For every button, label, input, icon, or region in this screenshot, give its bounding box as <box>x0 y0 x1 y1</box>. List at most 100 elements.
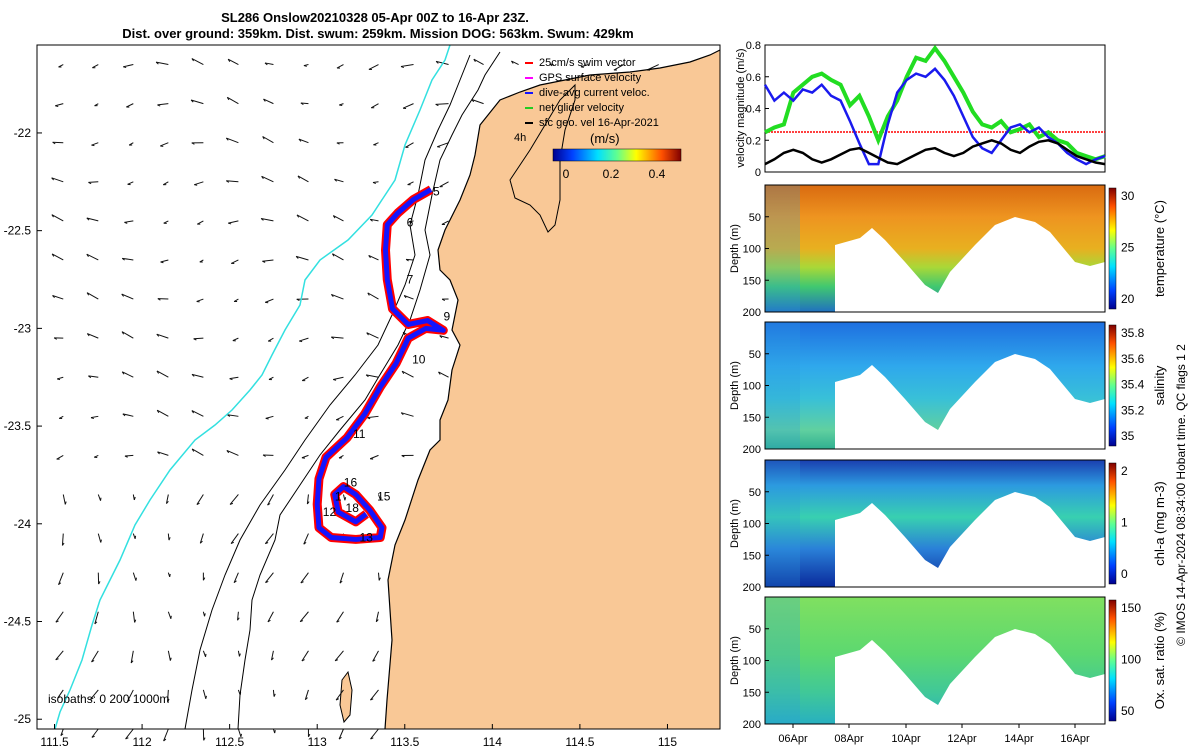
velocity-arrow <box>121 293 134 300</box>
title-line-1: SL286 Onslow20210328 05-Apr 00Z to 16-Ap… <box>221 10 529 25</box>
velocity-arrow-head <box>133 496 136 501</box>
velocity-arrow-head <box>191 448 195 452</box>
velocity-arrow <box>122 371 134 378</box>
velocity-arrow <box>237 611 239 621</box>
velocity-arrow <box>368 255 379 261</box>
velocity-arrow <box>407 181 414 186</box>
map-ytick-label: -24 <box>14 517 32 531</box>
velocity-arrow <box>406 258 414 261</box>
velocity-arrow <box>511 60 519 65</box>
velocity-arrow <box>125 728 134 740</box>
section-ylabel: Depth (m) <box>729 224 741 273</box>
velocity-arrow-head <box>60 733 64 737</box>
velocity-arrow <box>332 253 344 261</box>
section-ylabel: Depth (m) <box>729 361 741 410</box>
time-tick-label: 14Apr <box>1004 733 1034 745</box>
seafloor-mask <box>835 629 1105 724</box>
velocity-arrow-head <box>169 657 172 661</box>
velocity-arrow <box>230 533 239 544</box>
velocity-arrow-head <box>135 577 137 581</box>
velocity-arrow-head <box>333 378 337 381</box>
depth-tick-label: 200 <box>743 719 761 731</box>
velocity-arrow <box>369 454 379 460</box>
velocity-arrow-head <box>226 450 230 454</box>
velocity-arrow-head <box>130 660 134 664</box>
time-tick-label: 10Apr <box>891 733 921 745</box>
day-label: 18 <box>346 501 360 515</box>
velocity-arrow-head <box>263 98 266 102</box>
colorbar-tick-label: 50 <box>1121 704 1135 718</box>
velocity-arrow <box>157 451 169 456</box>
velocity-arrow-head <box>265 580 269 584</box>
velocity-arrow-head <box>296 214 300 218</box>
velocity-arrow-head <box>90 697 94 700</box>
velocity-arrow <box>334 650 344 662</box>
map-ytick-label: -24.5 <box>4 615 32 629</box>
velocity-arrow-head <box>225 137 229 141</box>
depth-tick-label: 150 <box>743 687 761 699</box>
velocity-arrow-head <box>267 619 271 623</box>
velocity-arrow-head <box>330 294 334 298</box>
depth-tick-label: 100 <box>743 244 761 256</box>
velocity-arrow-head <box>157 298 161 301</box>
velocity-arrow <box>91 728 99 738</box>
velocity-arrow <box>226 180 239 183</box>
day-label: 10 <box>412 353 426 367</box>
section-left-band <box>765 597 800 724</box>
velocity-arrow <box>334 178 344 183</box>
velocity-arrow <box>191 448 204 456</box>
velocity-arrow-head <box>55 105 59 107</box>
velocity-ytick-label: 0.8 <box>746 40 761 52</box>
velocity-arrow-head <box>296 298 300 302</box>
velocity-arrow <box>57 689 64 699</box>
velocity-arrow <box>228 220 239 224</box>
colorbar-label: salinity <box>1152 365 1167 405</box>
velocity-arrow-head <box>369 218 373 222</box>
velocity-arrow-head <box>88 181 92 185</box>
section-salinity: 50 100 150 200 Depth (m) 35.8 35.6 35.4 35.2 35 sa… <box>729 321 1167 456</box>
velocity-arrow <box>86 253 99 261</box>
velocity-arrow <box>199 533 204 544</box>
velocity-arrow-head <box>191 58 194 62</box>
velocity-arrow <box>375 611 379 622</box>
velocity-arrow <box>51 177 64 183</box>
velocity-arrow <box>130 650 134 664</box>
map-xtick-label: 111.5 <box>40 735 69 749</box>
velocity-arrow <box>51 214 64 222</box>
velocity-arrow-head <box>227 58 231 62</box>
velocity-ytick-label: 0.4 <box>746 104 761 116</box>
map-ytick-label: -23 <box>14 321 32 335</box>
velocity-arrow-head <box>122 413 126 417</box>
depth-tick-label: 200 <box>743 444 761 456</box>
velocity-arrow-head <box>332 215 336 219</box>
day-label: 7 <box>407 272 414 286</box>
velocity-arrow <box>88 181 99 183</box>
velocity-arrow-head <box>163 738 167 742</box>
legend-net-velocity: net glider velocity <box>539 102 624 114</box>
colorbar-label: Ox. sat. ratio (%) <box>1152 612 1167 710</box>
title-line-2: Dist. over ground: 359km. Dist. swum: 25… <box>122 26 634 41</box>
colorbar-tick-label: 35.8 <box>1121 326 1145 340</box>
velocity-arrow-head <box>134 619 137 623</box>
velocity-arrow <box>301 454 309 459</box>
velocity-arrow-head <box>300 102 304 106</box>
legend-sfc-geo: sfc geo. vel 16-Apr-2021 <box>539 117 659 129</box>
velocity-arrow <box>132 611 136 623</box>
colorbar-tick-1: 0.2 <box>603 167 620 181</box>
day-label: 1 <box>335 489 342 503</box>
velocity-arrow <box>123 64 134 68</box>
velocity-arrow <box>87 333 99 339</box>
velocity-arrow <box>378 572 380 581</box>
velocity-arrow <box>167 650 171 661</box>
colorbar-tick-label: 100 <box>1121 653 1141 667</box>
velocity-arrow-head <box>370 737 374 740</box>
velocity-arrow-head <box>303 65 307 67</box>
map-xtick-label: 115 <box>658 735 677 749</box>
velocity-arrow-head <box>367 417 371 420</box>
velocity-arrow <box>264 62 274 66</box>
velocity-arrow-head <box>156 409 160 414</box>
velocity-arrow <box>190 99 204 105</box>
velocity-arrow-head <box>334 178 337 182</box>
velocity-arrow-head <box>473 58 476 62</box>
velocity-arrow <box>306 494 309 505</box>
